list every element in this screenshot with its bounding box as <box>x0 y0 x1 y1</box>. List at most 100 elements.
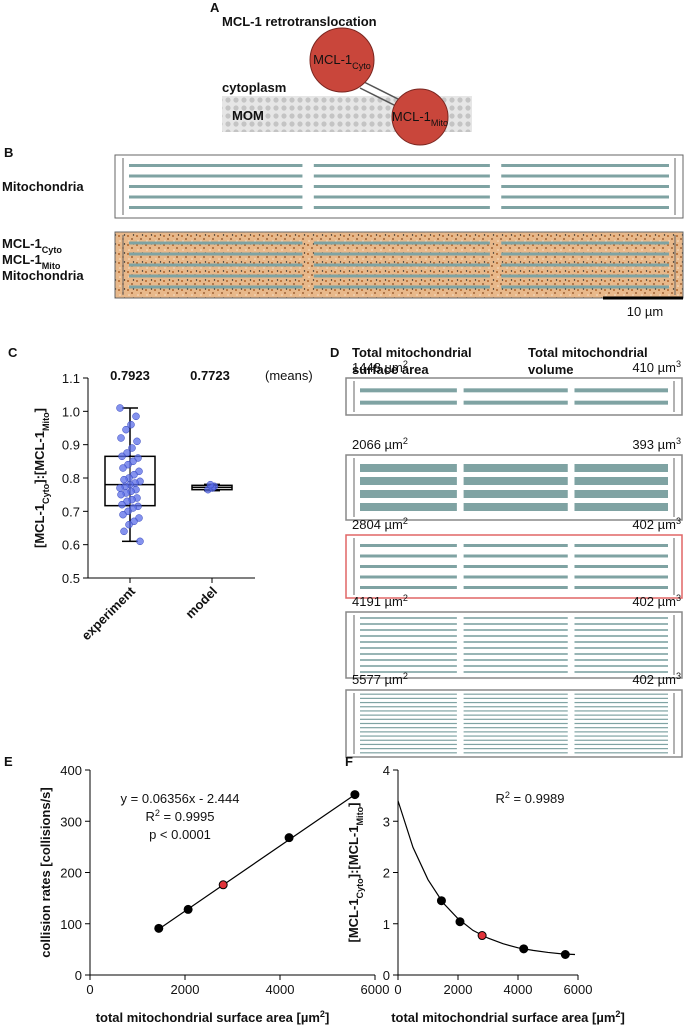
mito-stripe <box>574 653 668 655</box>
x-tick-label-part: 4000 <box>504 982 533 997</box>
x-tick-label: experiment <box>78 583 138 643</box>
annotation-part: p < 0.0001 <box>149 827 211 842</box>
legend-entry: MCL-1Mito <box>2 252 61 271</box>
x-tick-label: model <box>182 584 220 622</box>
data-point <box>120 475 128 484</box>
x-tick-label-part: 6000 <box>361 982 390 997</box>
mean-label: 0.7923 <box>110 368 150 383</box>
x-label-part: ] <box>325 1010 329 1025</box>
mito-stripe <box>360 714 457 716</box>
data-point <box>119 464 127 472</box>
mito-stripe <box>313 174 490 178</box>
mito-stripe <box>129 174 303 178</box>
x-label: total mitochondrial surface area [µm2] <box>391 1009 625 1025</box>
y-label-part: [MCL-1 <box>32 504 47 548</box>
data-point <box>132 412 140 421</box>
annotation: R2 = 0.9989 <box>495 790 564 806</box>
data-point <box>118 500 126 509</box>
x-label-part: 2 <box>615 1009 620 1019</box>
y-tick-label: 1 <box>383 917 390 932</box>
mito-stripe <box>129 241 303 245</box>
mito-stripe <box>313 274 490 278</box>
header: Total mitochondrial <box>352 345 472 360</box>
mito-box <box>345 377 683 416</box>
data-point <box>136 537 144 546</box>
y-tick-label: 400 <box>60 763 82 778</box>
means-note: (means) <box>265 368 313 383</box>
data-point <box>122 425 130 434</box>
x-label-part: 2 <box>320 1009 325 1019</box>
volume-label-part: 393 µm <box>632 437 676 452</box>
mito-stripe <box>129 263 303 267</box>
mito-stripe <box>574 701 668 704</box>
mito-stripe <box>574 388 668 393</box>
y-label: [MCL-1Cyto]:[MCL-1Mito] <box>32 408 51 548</box>
mito-stripe <box>463 706 568 708</box>
mito-stripe <box>360 635 457 637</box>
x-tick-label: 4000 <box>504 982 533 997</box>
y-tick-label-part: 0.8 <box>62 471 80 486</box>
mito-stripe <box>574 629 668 631</box>
mito-stripe <box>313 185 490 188</box>
mean-label: 0.7723 <box>190 368 230 383</box>
mito-stripe <box>360 629 457 631</box>
y-tick-label: 0.6 <box>62 538 80 553</box>
annotation-part: R <box>145 809 154 824</box>
mito-stripe <box>463 718 568 720</box>
mito-stripe <box>574 693 668 695</box>
header-part: Total mitochondrial <box>352 345 472 360</box>
y-tick-label-part: 4 <box>383 763 390 778</box>
volume-label-part: 3 <box>676 593 681 603</box>
y-tick-label: 0.5 <box>62 571 80 586</box>
mito-stripe <box>574 752 668 754</box>
y-label: [MCL-1Cyto]:[MCL-1Mito] <box>346 802 365 942</box>
y-tick-label-part: 1.1 <box>62 371 80 386</box>
mito-stripe <box>360 388 457 393</box>
x-tick-label: 2000 <box>444 982 473 997</box>
x-tick-label: 4000 <box>266 982 295 997</box>
panel-label-part: C <box>8 345 18 360</box>
mito-stripe <box>360 722 457 725</box>
mito-stripe <box>360 735 457 737</box>
area-label-part: 2804 µm <box>352 517 403 532</box>
data-point <box>117 434 125 442</box>
mito-stripe <box>360 665 457 667</box>
mito-stripe <box>501 164 669 167</box>
panel-label-part: D <box>330 345 339 360</box>
data-point <box>118 452 126 461</box>
legend-entry: Mitochondria <box>2 268 84 283</box>
y-tick-label-part: 300 <box>60 814 82 829</box>
y-tick-label: 300 <box>60 814 82 829</box>
mito-stripe <box>129 206 303 209</box>
y-tick-label: 200 <box>60 866 82 881</box>
mito-stripe <box>360 697 457 699</box>
panel-label: E <box>4 754 13 769</box>
volume-label: 402 µm3 <box>632 593 681 609</box>
y-label-part: ]:[MCL-1 <box>32 431 47 484</box>
header-part: volume <box>528 362 574 377</box>
volume-label: 402 µm3 <box>632 516 681 532</box>
mito-stripe <box>501 263 669 267</box>
mito-stripe <box>574 647 668 649</box>
mito-stripe <box>313 164 490 167</box>
area-label-part: 1448 µm <box>352 360 403 375</box>
mito-stripe <box>360 701 457 704</box>
mito-stripe <box>129 285 303 289</box>
data-point <box>284 833 294 843</box>
header-part: Total mitochondrial <box>528 345 648 360</box>
means-note-part: (means) <box>265 368 313 383</box>
x-tick-label-part: 0 <box>86 982 93 997</box>
arrow <box>363 81 405 103</box>
mito-stripe <box>463 735 568 737</box>
header: surface area <box>352 362 429 377</box>
y-label-part: Cyto <box>355 878 365 899</box>
y-tick-label-part: 0.6 <box>62 538 80 553</box>
y-tick-label-part: 1.0 <box>62 404 80 419</box>
mito-stripe <box>574 706 668 708</box>
y-tick-label: 2 <box>383 866 390 881</box>
mito-stripe <box>574 477 668 485</box>
mito-stripe <box>360 586 457 589</box>
data-point <box>133 437 141 446</box>
mito-stripe <box>360 554 457 558</box>
